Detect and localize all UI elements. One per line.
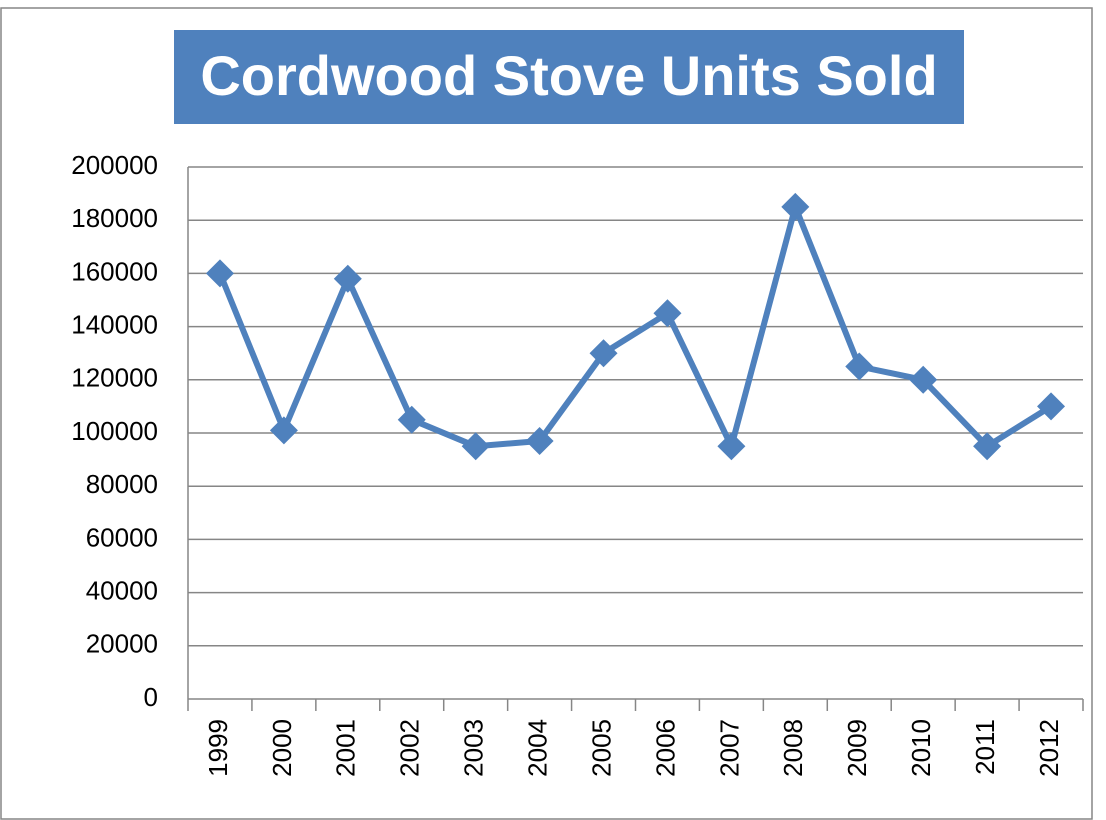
x-tick-label: 2005 <box>586 719 616 777</box>
y-tick-label: 160000 <box>71 256 158 286</box>
x-tick-label: 1999 <box>203 719 233 777</box>
marker <box>461 432 490 461</box>
x-tick-label: 2011 <box>970 719 1000 775</box>
x-tick-label: 2000 <box>267 719 297 777</box>
marker <box>973 432 1002 461</box>
marker <box>589 339 618 368</box>
y-tick-label: 180000 <box>71 203 158 233</box>
y-tick-label: 100000 <box>71 416 158 446</box>
marker <box>653 299 682 328</box>
x-tick-label: 2006 <box>650 719 680 777</box>
title-background <box>174 30 964 124</box>
y-tick-label: 40000 <box>86 575 158 605</box>
x-tick-label: 2003 <box>459 719 489 777</box>
marker <box>525 426 554 455</box>
x-tick-label: 2004 <box>522 719 552 777</box>
x-tick-label: 2002 <box>395 719 425 777</box>
x-tick-label: 2007 <box>714 719 744 777</box>
marker <box>717 432 746 461</box>
x-tick-label: 2010 <box>906 719 936 777</box>
marker <box>205 259 234 288</box>
y-tick-label: 80000 <box>86 469 158 499</box>
y-tick-label: 60000 <box>86 522 158 552</box>
chart-border <box>0 7 1093 820</box>
y-tick-label: 120000 <box>71 363 158 393</box>
x-tick-label: 2012 <box>1034 719 1064 777</box>
marker <box>845 352 874 381</box>
marker <box>781 192 810 221</box>
y-tick-label: 140000 <box>71 309 158 339</box>
marker <box>397 405 426 434</box>
y-tick-label: 0 <box>144 682 158 712</box>
x-tick-label: 2008 <box>778 719 808 777</box>
x-tick-label: 2001 <box>331 719 361 777</box>
marker <box>269 416 298 445</box>
y-tick-label: 20000 <box>86 629 158 659</box>
chart-title: Cordwood Stove Units Sold <box>200 44 937 107</box>
x-tick-label: 2009 <box>842 719 872 777</box>
y-tick-label: 200000 <box>71 150 158 180</box>
marker <box>333 264 362 293</box>
marker <box>1037 392 1066 421</box>
marker <box>909 365 938 394</box>
